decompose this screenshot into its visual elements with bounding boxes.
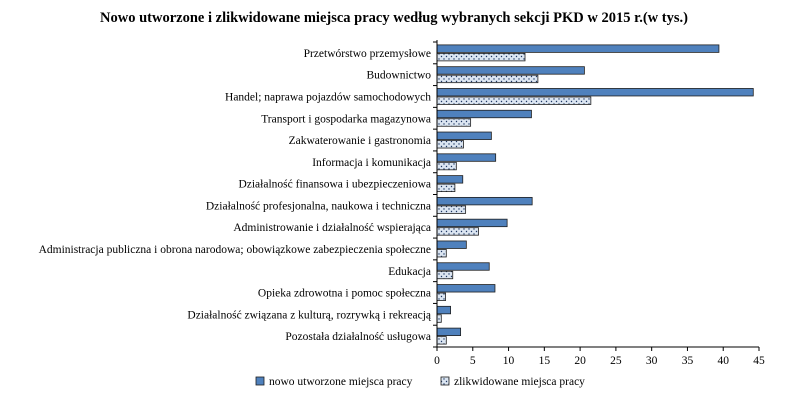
x-tick-label: 15 — [539, 355, 551, 367]
x-tick-label: 45 — [753, 355, 765, 367]
legend: nowo utworzone miejsca pracy zlikwidowane… — [255, 376, 585, 388]
bar-liquidated-2 — [436, 74, 539, 84]
legend-label-liquidated: zlikwidowane miejsca pracy — [454, 376, 585, 388]
bar-created-11 — [436, 262, 490, 271]
bar-liquidated-3 — [436, 96, 592, 105]
bar-created-4 — [436, 109, 532, 119]
bar-created-12 — [436, 284, 496, 293]
chart-title: Nowo utworzone i zlikwidowane miejsca pr… — [100, 10, 688, 26]
bar-liquidated-8 — [436, 205, 467, 214]
category-label: Administrowanie i działalność wspierając… — [233, 222, 431, 234]
legend-swatch-created — [255, 376, 265, 386]
x-tick-label: 40 — [717, 355, 729, 367]
category-label: Działalność związana z kulturą, rozrywką… — [187, 309, 431, 321]
bar-liquidated-4 — [436, 118, 472, 127]
bar-liquidated-1 — [436, 52, 526, 62]
bar-created-6 — [436, 153, 497, 162]
legend-swatch-liquidated — [440, 376, 450, 386]
category-label: Administracja publiczna i obrona narodow… — [39, 244, 431, 256]
bar-created-7 — [436, 175, 464, 184]
category-label: Przetwórstwo przemysłowe — [304, 48, 431, 60]
bar-liquidated-9 — [436, 227, 479, 236]
category-label: Działalność finansowa i ubezpieczeniowa — [238, 179, 431, 191]
x-tick-label: 5 — [470, 355, 476, 367]
bar-created-1 — [436, 44, 720, 53]
x-tick-label: 35 — [682, 355, 694, 367]
bar-liquidated-13 — [436, 314, 442, 323]
category-label: Budownictwo — [366, 70, 431, 82]
plot-area: Przetwórstwo przemysłowe Budownictwo Hande… — [39, 40, 765, 367]
bar-created-2 — [436, 66, 585, 75]
bar-liquidated-6 — [436, 161, 457, 171]
category-label: Pozostała działalność usługowa — [285, 331, 431, 343]
bar-created-8 — [436, 196, 533, 206]
bar-created-14 — [436, 327, 462, 337]
category-label: Zakwaterowanie i gastronomia — [289, 135, 431, 147]
category-label: Edukacja — [388, 266, 431, 278]
bar-liquidated-14 — [436, 336, 447, 345]
bar-liquidated-10 — [436, 249, 447, 258]
bar-created-3 — [436, 88, 754, 97]
category-label: Transport i gospodarka magazynowa — [261, 113, 431, 125]
bar-created-5 — [436, 131, 492, 140]
bar-liquidated-11 — [436, 270, 454, 280]
bar-created-9 — [436, 218, 508, 228]
category-label: Działalność profesjonalna, naukowa i tec… — [206, 200, 431, 212]
bar-liquidated-12 — [436, 292, 446, 301]
x-tick-label: 30 — [646, 355, 658, 367]
bar-liquidated-5 — [436, 140, 464, 149]
x-tick-label: 0 — [434, 355, 440, 367]
x-tick-label: 25 — [610, 355, 622, 367]
x-tick-label: 20 — [574, 355, 586, 367]
bar-created-13 — [436, 305, 451, 315]
legend-label-created: nowo utworzone miejsca pracy — [269, 376, 413, 388]
x-tick-label: 10 — [503, 355, 515, 367]
category-label: Opieka zdrowotna i pomoc społeczna — [258, 288, 431, 300]
category-label: Informacja i komunikacja — [312, 157, 431, 169]
category-label: Handel; naprawa pojazdów samochodowych — [225, 91, 431, 103]
bar-liquidated-7 — [436, 183, 456, 193]
bar-created-10 — [436, 240, 467, 249]
